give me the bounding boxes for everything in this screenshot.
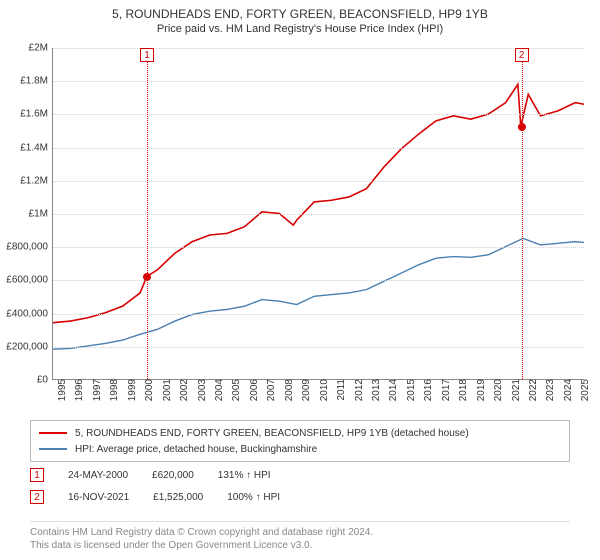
x-axis-label: 2019 bbox=[472, 379, 487, 401]
y-axis-label: £0 bbox=[0, 375, 48, 386]
legend-item: 5, ROUNDHEADS END, FORTY GREEN, BEACONSF… bbox=[39, 425, 561, 441]
x-axis-label: 2020 bbox=[489, 379, 504, 401]
x-axis-label: 2016 bbox=[419, 379, 434, 401]
x-axis-label: 1996 bbox=[70, 379, 85, 401]
arrow-up-icon bbox=[246, 470, 251, 481]
x-axis-label: 2000 bbox=[140, 379, 155, 401]
event-note: 2 16-NOV-2021 £1,525,000 100% HPI bbox=[30, 486, 570, 508]
chart-subtitle: Price paid vs. HM Land Registry's House … bbox=[0, 23, 600, 39]
x-axis-label: 2013 bbox=[367, 379, 382, 401]
x-axis-label: 2004 bbox=[210, 379, 225, 401]
footer-line: Contains HM Land Registry data © Crown c… bbox=[30, 526, 570, 539]
plot-area: £0£200,000£400,000£600,000£800,000£1M£1.… bbox=[52, 48, 584, 380]
event-price: £1,525,000 bbox=[153, 492, 203, 503]
y-axis-label: £1M bbox=[0, 209, 48, 220]
x-axis-label: 2007 bbox=[262, 379, 277, 401]
gridline bbox=[53, 247, 584, 248]
x-axis-label: 2005 bbox=[227, 379, 242, 401]
event-dot-icon bbox=[143, 273, 151, 281]
chart-title: 5, ROUNDHEADS END, FORTY GREEN, BEACONSF… bbox=[0, 0, 600, 23]
event-vertical-line bbox=[522, 60, 523, 379]
event-note: 1 24-MAY-2000 £620,000 131% HPI bbox=[30, 464, 570, 486]
x-axis-label: 2014 bbox=[384, 379, 399, 401]
x-axis-label: 2002 bbox=[175, 379, 190, 401]
x-axis-label: 2006 bbox=[245, 379, 260, 401]
legend-label: 5, ROUNDHEADS END, FORTY GREEN, BEACONSF… bbox=[75, 428, 469, 439]
event-price: £620,000 bbox=[152, 470, 194, 481]
x-axis-label: 1995 bbox=[53, 379, 68, 401]
event-dot-icon bbox=[518, 123, 526, 131]
event-marker-icon: 2 bbox=[515, 48, 529, 62]
legend-swatch bbox=[39, 448, 67, 450]
gridline bbox=[53, 214, 584, 215]
legend-item: HPI: Average price, detached house, Buck… bbox=[39, 441, 561, 457]
x-axis-label: 2001 bbox=[158, 379, 173, 401]
x-axis-label: 1999 bbox=[123, 379, 138, 401]
x-axis-label: 2024 bbox=[559, 379, 574, 401]
gridline bbox=[53, 314, 584, 315]
y-axis-label: £1.6M bbox=[0, 109, 48, 120]
series-line bbox=[53, 238, 584, 349]
x-axis-label: 2003 bbox=[193, 379, 208, 401]
arrow-up-icon bbox=[256, 492, 261, 503]
chart-container: 5, ROUNDHEADS END, FORTY GREEN, BEACONSF… bbox=[0, 0, 600, 560]
y-axis-label: £1.2M bbox=[0, 175, 48, 186]
x-axis-label: 2015 bbox=[402, 379, 417, 401]
footer-attribution: Contains HM Land Registry data © Crown c… bbox=[30, 521, 570, 552]
event-marker-icon: 1 bbox=[30, 468, 44, 482]
y-axis-label: £200,000 bbox=[0, 341, 48, 352]
x-axis-label: 2023 bbox=[541, 379, 556, 401]
x-axis-label: 2018 bbox=[454, 379, 469, 401]
legend: 5, ROUNDHEADS END, FORTY GREEN, BEACONSF… bbox=[30, 420, 570, 462]
y-axis-label: £800,000 bbox=[0, 242, 48, 253]
series-line bbox=[53, 84, 584, 322]
gridline bbox=[53, 114, 584, 115]
event-marker-icon: 2 bbox=[30, 490, 44, 504]
y-axis-label: £600,000 bbox=[0, 275, 48, 286]
x-axis-label: 2021 bbox=[507, 379, 522, 401]
x-axis-label: 1998 bbox=[105, 379, 120, 401]
gridline bbox=[53, 48, 584, 49]
gridline bbox=[53, 347, 584, 348]
x-axis-label: 2008 bbox=[280, 379, 295, 401]
y-axis-label: £400,000 bbox=[0, 308, 48, 319]
y-axis-label: £1.4M bbox=[0, 142, 48, 153]
y-axis-label: £1.8M bbox=[0, 76, 48, 87]
gridline bbox=[53, 81, 584, 82]
x-axis-label: 2022 bbox=[524, 379, 539, 401]
event-vertical-line bbox=[147, 60, 148, 379]
x-axis-label: 2010 bbox=[315, 379, 330, 401]
event-date: 16-NOV-2021 bbox=[68, 492, 129, 503]
x-axis-label: 2009 bbox=[297, 379, 312, 401]
event-marker-icon: 1 bbox=[140, 48, 154, 62]
gridline bbox=[53, 280, 584, 281]
footer-line: This data is licensed under the Open Gov… bbox=[30, 539, 570, 552]
gridline bbox=[53, 148, 584, 149]
event-notes: 1 24-MAY-2000 £620,000 131% HPI 2 16-NOV… bbox=[30, 464, 570, 508]
event-pct: 100% HPI bbox=[227, 492, 280, 503]
x-axis-label: 1997 bbox=[88, 379, 103, 401]
x-axis-label: 2017 bbox=[437, 379, 452, 401]
y-axis-label: £2M bbox=[0, 43, 48, 54]
x-axis-label: 2025 bbox=[576, 379, 591, 401]
event-date: 24-MAY-2000 bbox=[68, 470, 128, 481]
x-axis-label: 2011 bbox=[332, 379, 347, 401]
event-pct: 131% HPI bbox=[218, 470, 271, 481]
gridline bbox=[53, 181, 584, 182]
x-axis-label: 2012 bbox=[350, 379, 365, 401]
legend-swatch bbox=[39, 432, 67, 434]
legend-label: HPI: Average price, detached house, Buck… bbox=[75, 444, 317, 455]
